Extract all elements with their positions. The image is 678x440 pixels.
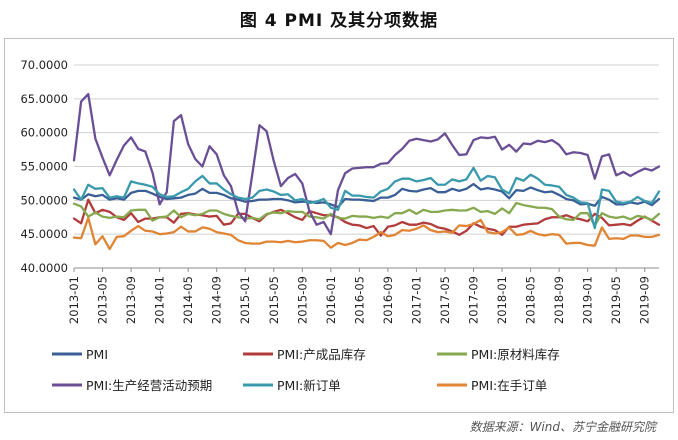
series-line-3: [72, 92, 661, 236]
y-tick-label: 45.0000: [20, 227, 68, 241]
x-tick-label: 2013-05: [96, 276, 110, 324]
series-line-5: [72, 216, 661, 251]
x-tick-label: 2018-05: [524, 276, 538, 324]
y-tick-label: 55.0000: [20, 160, 68, 174]
x-tick-label: 2019-09: [638, 276, 652, 324]
x-tick-label: 2019-01: [581, 276, 595, 324]
y-tick-label: 65.0000: [20, 92, 68, 106]
x-tick-label: 2016-09: [381, 276, 395, 324]
y-tick-label: 40.0000: [20, 261, 68, 275]
series-line-0: [72, 182, 661, 209]
x-tick-label: 2017-01: [409, 276, 423, 324]
series-line-4: [72, 166, 661, 230]
x-tick-label: 2018-09: [552, 276, 566, 324]
x-tick-label: 2018-01: [495, 276, 509, 324]
x-tick-label: 2015-05: [267, 276, 281, 324]
line-chart: 40.0000 45.0000 50.0000 55.0000 60.0000 65.00…: [20, 58, 661, 393]
chart-frame: 40.0000 45.0000 50.0000 55.0000 60.0000 65.00…: [4, 38, 674, 413]
x-tick-label: 2015-01: [238, 276, 252, 324]
data-source-note: 数据来源：Wind、苏宁金融研究院: [469, 420, 656, 434]
x-tick-label: 2015-09: [295, 276, 309, 324]
x-tick-label: 2014-09: [210, 276, 224, 324]
x-tick-label: 2013-09: [124, 276, 138, 324]
x-tick-label: 2014-05: [181, 276, 195, 324]
x-tick-label: 2019-05: [609, 276, 623, 324]
x-tick-label: 2017-05: [438, 276, 452, 324]
chart-title: 图 4 PMI 及其分项数据: [239, 11, 439, 31]
x-tick-label: 2016-01: [324, 276, 338, 324]
x-tick-label: 2017-09: [467, 276, 481, 324]
y-tick-label: 60.0000: [20, 126, 68, 140]
x-tick-label: 2016-05: [352, 276, 366, 324]
legend-label-0: PMI: [86, 347, 108, 362]
legend-label-2: PMI:原材料库存: [471, 347, 560, 362]
y-tick-label: 70.0000: [20, 58, 68, 72]
legend-label-1: PMI:产成品库存: [277, 347, 366, 362]
legend-label-3: PMI:生产经营活动预期: [86, 378, 212, 393]
series-line-2: [72, 201, 661, 227]
x-tick-label: 2014-01: [153, 276, 167, 324]
legend-label-4: PMI:新订单: [277, 378, 341, 393]
x-tick-label: 2013-01: [67, 276, 81, 324]
y-tick-label: 50.0000: [20, 193, 68, 207]
legend-label-5: PMI:在手订单: [471, 378, 547, 393]
